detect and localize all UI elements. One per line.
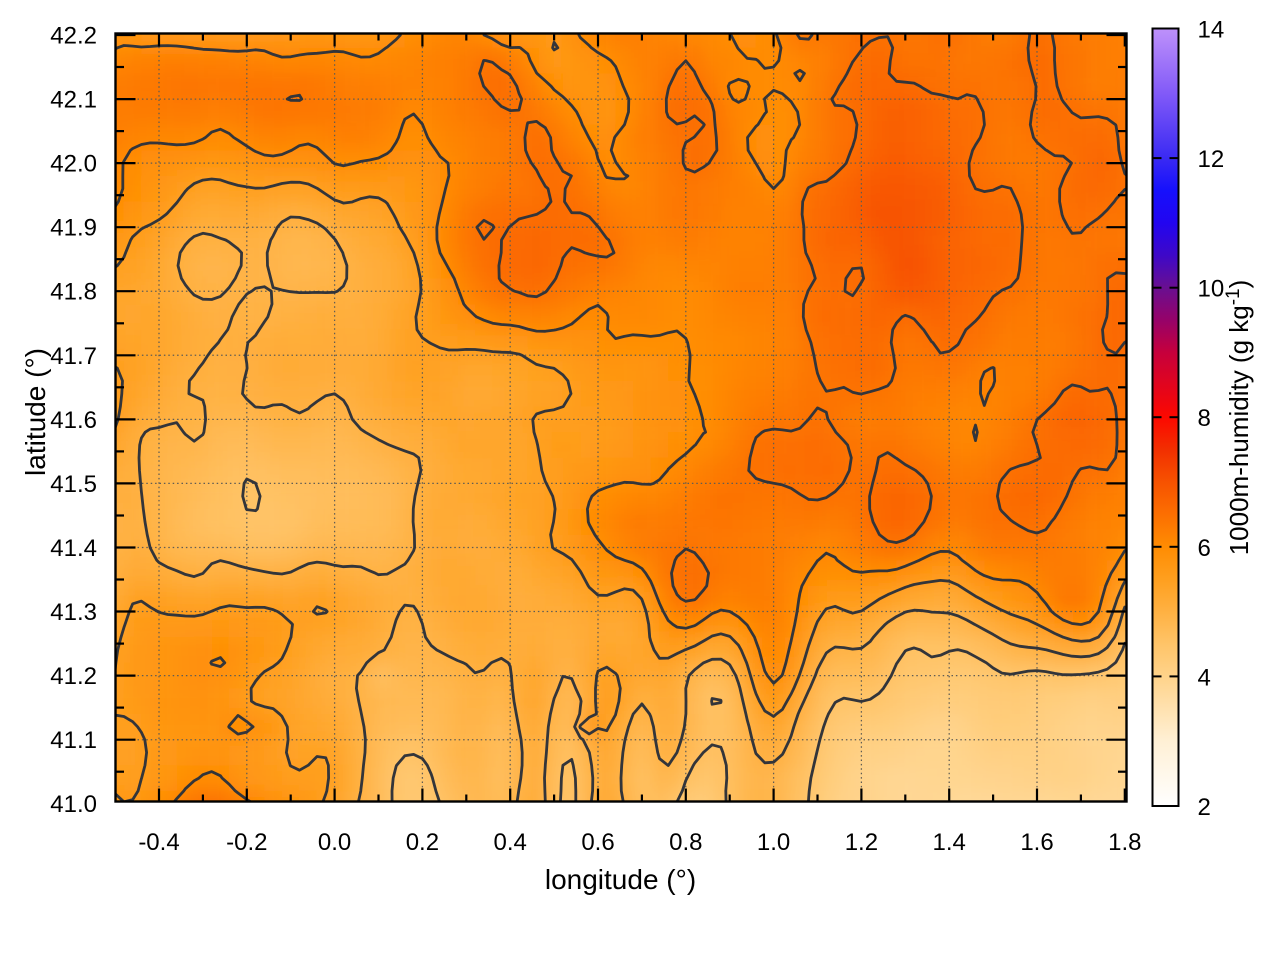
svg-text:longitude (°): longitude (°) [545,864,696,895]
svg-text:2: 2 [1198,794,1211,821]
svg-text:41.8: 41.8 [50,279,97,306]
svg-text:1.6: 1.6 [1020,829,1053,856]
svg-text:42.2: 42.2 [50,23,97,50]
svg-text:0.6: 0.6 [581,829,614,856]
svg-text:1.0: 1.0 [757,829,790,856]
svg-text:4: 4 [1198,664,1211,691]
svg-text:10: 10 [1198,276,1225,303]
svg-text:0.2: 0.2 [406,829,439,856]
svg-text:41.2: 41.2 [50,663,97,690]
svg-text:41.7: 41.7 [50,343,97,370]
svg-text:1.2: 1.2 [845,829,878,856]
svg-text:41.6: 41.6 [50,407,97,434]
svg-text:0.4: 0.4 [494,829,527,856]
svg-text:1000m-humidity (g kg-1): 1000m-humidity (g kg-1) [1223,280,1254,556]
svg-text:42.1: 42.1 [50,87,97,114]
svg-text:14: 14 [1198,17,1225,44]
svg-text:1.8: 1.8 [1108,829,1141,856]
svg-text:0.8: 0.8 [669,829,702,856]
svg-text:41.0: 41.0 [50,791,97,818]
svg-text:41.4: 41.4 [50,535,97,562]
svg-text:12: 12 [1198,146,1225,173]
svg-text:41.1: 41.1 [50,727,97,754]
svg-text:41.3: 41.3 [50,599,97,626]
svg-text:latitude (°): latitude (°) [20,348,51,476]
svg-text:1.4: 1.4 [933,829,966,856]
svg-text:8: 8 [1198,405,1211,432]
svg-text:42.0: 42.0 [50,151,97,178]
svg-text:41.5: 41.5 [50,471,97,498]
svg-text:-0.2: -0.2 [226,829,267,856]
svg-text:41.9: 41.9 [50,215,97,242]
svg-text:6: 6 [1198,535,1211,562]
svg-text:-0.4: -0.4 [138,829,179,856]
svg-text:0.0: 0.0 [318,829,351,856]
